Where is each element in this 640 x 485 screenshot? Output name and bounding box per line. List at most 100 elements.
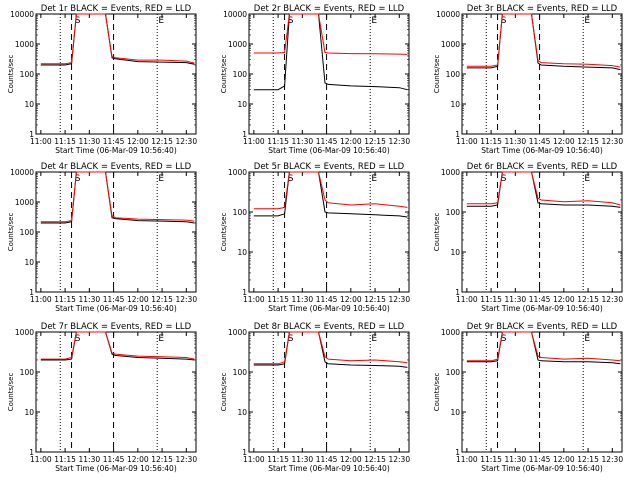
y-tick-label: 10	[237, 100, 247, 109]
x-tick-label: 12:30	[388, 137, 410, 146]
x-axis-label: Start Time (06-Mar-09 10:56:40)	[55, 464, 177, 473]
y-tick-label: 100	[446, 208, 461, 217]
y-tick-label: 10000	[223, 10, 247, 19]
x-tick-label: 11:15	[480, 295, 502, 304]
series-line-lld	[466, 331, 621, 362]
series-line-lld	[466, 13, 621, 68]
x-tick-label: 11:45	[103, 455, 125, 464]
chart-panel-5: Det 5r BLACK = Events, RED = LLD 1 10 100 10…	[220, 162, 410, 313]
series-line-events	[40, 331, 195, 361]
x-tick-label: 11:30	[505, 295, 527, 304]
x-tick-label: 11:15	[267, 455, 289, 464]
y-tick-label: 100	[20, 70, 35, 79]
y-tick-label: 1000	[441, 328, 460, 337]
plot-frame	[248, 171, 410, 293]
x-tick-label: 12:30	[388, 295, 410, 304]
y-tick-label: 1	[242, 288, 247, 297]
series-line-lld	[253, 13, 408, 55]
y-tick-label: 10	[450, 408, 460, 417]
x-tick-label: 11:00	[30, 295, 52, 304]
x-tick-label: 12:00	[340, 137, 362, 146]
x-tick-label: 12:00	[127, 137, 149, 146]
x-tick-label: 12:15	[151, 295, 173, 304]
x-tick-label: 11:00	[30, 455, 52, 464]
y-axis-label: Counts/sec	[433, 373, 441, 412]
y-axis-label: Counts/sec	[220, 373, 228, 412]
end-marker-label: E	[371, 174, 377, 184]
plot-frame	[35, 331, 197, 453]
series-line-events	[466, 13, 621, 71]
y-tick-label: 1000	[15, 40, 34, 49]
y-axis-label: Counts/sec	[220, 213, 228, 252]
series-line-events	[466, 331, 621, 365]
x-tick-label: 11:00	[30, 137, 52, 146]
x-tick-label: 12:30	[175, 295, 197, 304]
x-tick-label: 12:15	[577, 455, 599, 464]
end-marker-label: E	[584, 16, 590, 26]
y-tick-label: 1	[29, 288, 34, 297]
chart-panel-3: Det 3r BLACK = Events, RED = LLD 1 10 100 10…	[433, 4, 623, 155]
start-marker-label: S	[288, 16, 294, 26]
x-tick-label: 12:15	[577, 295, 599, 304]
x-tick-label: 12:15	[364, 137, 386, 146]
chart-title: Det 1r BLACK = Events, RED = LLD	[41, 4, 192, 14]
chart-title: Det 7r BLACK = Events, RED = LLD	[41, 322, 192, 332]
y-tick-label: 1	[455, 288, 460, 297]
x-tick-label: 11:45	[529, 295, 551, 304]
series-line-lld	[40, 331, 195, 360]
x-axis-label: Start Time (06-Mar-09 10:56:40)	[481, 464, 603, 473]
x-tick-label: 11:00	[243, 137, 265, 146]
y-tick-label: 100	[233, 208, 248, 217]
end-marker-label: E	[584, 334, 590, 344]
chart-panel-4: Det 4r BLACK = Events, RED = LLD 1 10 100 10…	[7, 162, 197, 313]
series-line-events	[40, 13, 195, 66]
x-tick-label: 11:15	[267, 137, 289, 146]
x-tick-label: 11:30	[292, 137, 314, 146]
y-tick-label: 10	[24, 100, 34, 109]
y-axis-label: Counts/sec	[220, 55, 228, 94]
end-marker-label: E	[371, 16, 377, 26]
x-tick-label: 11:15	[54, 295, 76, 304]
y-axis-label: Counts/sec	[7, 373, 15, 412]
x-tick-label: 11:30	[79, 137, 101, 146]
x-tick-label: 11:45	[316, 295, 338, 304]
y-tick-label: 10000	[436, 10, 460, 19]
y-axis-label: Counts/sec	[433, 55, 441, 94]
y-tick-label: 1	[455, 448, 460, 457]
x-tick-label: 11:15	[480, 137, 502, 146]
y-tick-label: 100	[446, 70, 461, 79]
x-tick-label: 12:00	[553, 295, 575, 304]
end-marker-label: E	[371, 334, 377, 344]
series-line-lld	[253, 331, 408, 365]
chart-title: Det 9r BLACK = Events, RED = LLD	[467, 322, 618, 332]
chart-title: Det 5r BLACK = Events, RED = LLD	[254, 162, 405, 172]
x-axis-label: Start Time (06-Mar-09 10:56:40)	[268, 304, 390, 313]
y-tick-label: 1000	[228, 168, 247, 177]
plot-frame	[248, 331, 410, 453]
start-marker-label: S	[501, 334, 507, 344]
start-marker-label: S	[501, 16, 507, 26]
x-tick-label: 11:15	[267, 295, 289, 304]
y-tick-label: 100	[233, 368, 248, 377]
y-tick-label: 100	[446, 368, 461, 377]
chart-panel-9: Det 9r BLACK = Events, RED = LLD 1 10 100 10…	[433, 322, 623, 473]
series-line-events	[253, 331, 408, 368]
y-axis-label: Counts/sec	[433, 213, 441, 252]
end-marker-label: E	[158, 334, 164, 344]
x-tick-label: 11:00	[456, 137, 478, 146]
chart-title: Det 3r BLACK = Events, RED = LLD	[467, 4, 618, 14]
y-tick-label: 10000	[10, 10, 34, 19]
x-tick-label: 12:00	[340, 295, 362, 304]
y-tick-label: 1000	[15, 328, 34, 337]
plot-frame	[461, 171, 623, 293]
x-tick-label: 11:15	[480, 455, 502, 464]
series-line-events	[466, 171, 621, 208]
x-tick-label: 11:45	[103, 137, 125, 146]
x-tick-label: 11:00	[456, 455, 478, 464]
y-tick-label: 100	[233, 70, 248, 79]
x-tick-label: 11:30	[79, 455, 101, 464]
x-tick-label: 12:30	[175, 455, 197, 464]
y-tick-label: 100	[20, 368, 35, 377]
x-tick-label: 12:00	[553, 455, 575, 464]
